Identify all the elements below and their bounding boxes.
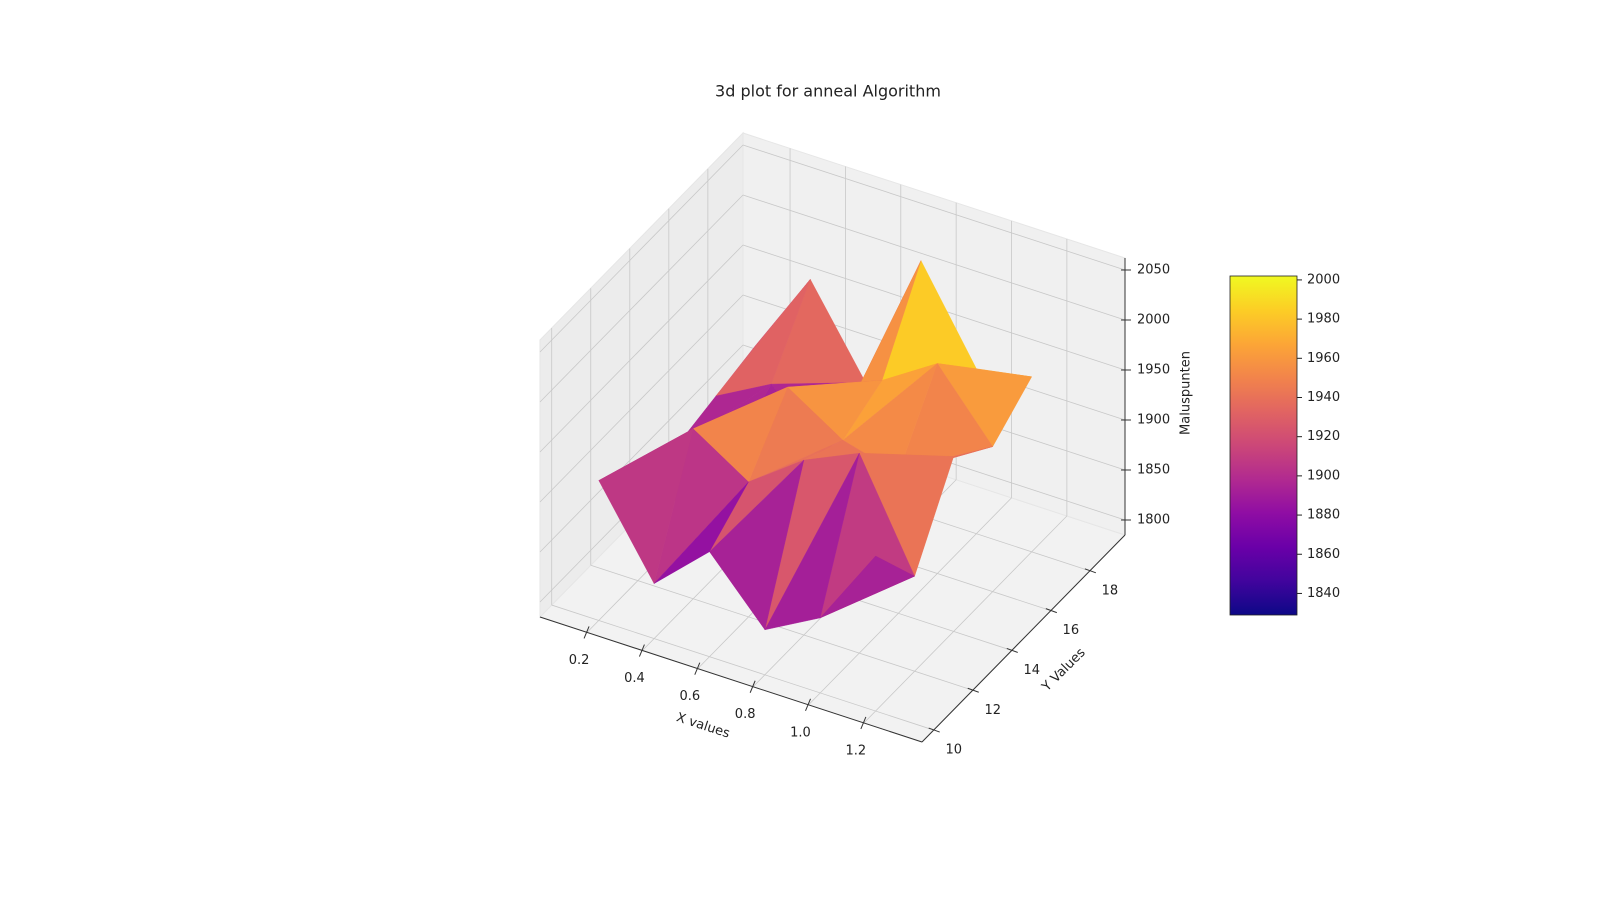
surface-facet: [653, 481, 749, 584]
grid-line: [863, 515, 1068, 724]
colorbar-tick-label: 1960: [1307, 351, 1340, 366]
z-tick-label: 2050: [1137, 263, 1170, 278]
y-tick-label: 10: [945, 743, 962, 758]
colorbar-tick-label: 1860: [1307, 547, 1340, 562]
z-tick-label: 1950: [1137, 363, 1170, 378]
grid-line: [539, 144, 744, 353]
z-tick-label: 2000: [1137, 313, 1170, 328]
grid-line: [539, 244, 744, 453]
colorbar-tick-label: 1840: [1307, 586, 1340, 601]
colorbar: 1840 1860 1880 1900 1920 1940 1960 1980 2000: [1229, 272, 1340, 616]
grid-line: [539, 294, 744, 503]
x-tick-label: 0.4: [624, 671, 645, 686]
colorbar-tick-label: 1900: [1307, 468, 1340, 483]
colorbar-body: [1229, 275, 1298, 616]
surface-facet: [764, 453, 860, 631]
x-axis-line: [539, 616, 923, 743]
y-tick-label: 14: [1024, 663, 1041, 678]
z-tick-label: 1800: [1137, 513, 1170, 528]
x-tick-label: 1.2: [846, 743, 867, 758]
surface-facet: [598, 428, 694, 585]
colorbar-tick-label: 1920: [1307, 429, 1340, 444]
z-tick-label: 1900: [1137, 413, 1170, 428]
colorbar-tick-label: 1940: [1307, 390, 1340, 405]
chart-title: 3d plot for anneal Algorithm: [715, 82, 941, 101]
x-tick-label: 1.0: [790, 725, 811, 740]
grid-line: [590, 564, 973, 691]
y-tick-label: 18: [1102, 583, 1119, 598]
surface-facet: [709, 459, 805, 631]
grid-line: [808, 497, 1012, 706]
x-tick-label: 0.6: [679, 689, 700, 704]
z-axis-label: Maluspunten: [1179, 351, 1194, 435]
y-tick-label: 16: [1063, 623, 1080, 638]
y-axis-line: [921, 534, 1126, 743]
z-tick-label: 1850: [1137, 463, 1170, 478]
x-tick-label: 0.2: [569, 653, 590, 668]
x-tick-label: 0.8: [735, 707, 756, 722]
grid-line: [539, 194, 744, 403]
colorbar-tick-label: 1980: [1307, 312, 1340, 327]
grid-line: [742, 194, 1126, 321]
grid-line: [551, 604, 934, 731]
surface-facet: [820, 555, 916, 619]
axes: 0.2 0.4 0.6 0.8 1.0 1.2 10 12 14 16 18 1800 1850 1900…: [539, 258, 1170, 758]
x-axis-label: X values: [674, 710, 731, 741]
y-axis-label: Y Values: [1039, 645, 1089, 695]
colorbar-tick-label: 1880: [1307, 508, 1340, 523]
grid-line: [539, 344, 744, 553]
y-tick-label: 12: [984, 703, 1001, 718]
colorbar-tick-label: 2000: [1307, 272, 1340, 287]
grid-line: [742, 144, 1126, 271]
surface: [598, 260, 1033, 631]
